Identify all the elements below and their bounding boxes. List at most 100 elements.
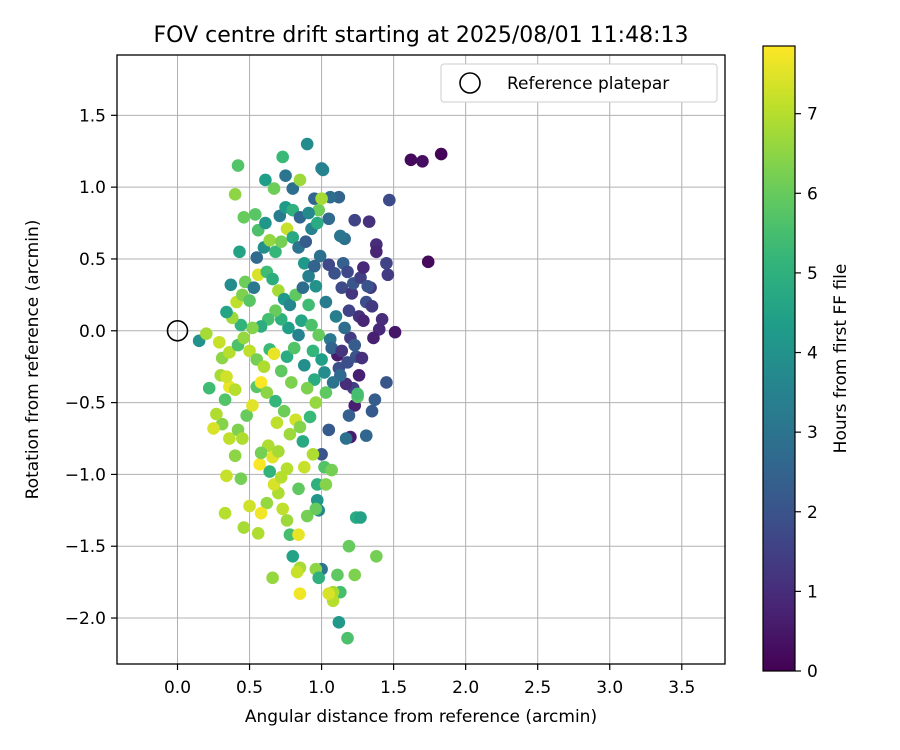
data-point (243, 344, 256, 358)
data-point (207, 422, 220, 435)
data-point (202, 381, 216, 395)
data-point (331, 568, 344, 582)
data-point (234, 318, 248, 332)
data-point (292, 528, 305, 542)
data-point (434, 147, 448, 161)
data-point (370, 245, 383, 259)
data-point (237, 521, 251, 534)
data-point (362, 215, 376, 228)
data-point (220, 370, 233, 384)
y-tick-label: −1.0 (65, 465, 106, 485)
data-point (218, 506, 232, 520)
plot-area (117, 55, 725, 664)
data-point (359, 429, 373, 442)
data-point (259, 173, 272, 187)
data-point (243, 499, 256, 513)
data-point (303, 410, 317, 424)
data-point (283, 427, 297, 441)
data-point (300, 137, 314, 151)
data-point (310, 216, 324, 230)
data-point (329, 310, 343, 323)
data-point (306, 344, 320, 358)
data-point (335, 281, 349, 294)
data-point (259, 216, 272, 230)
data-point (312, 203, 326, 217)
colorbar-tick-label: 7 (807, 105, 818, 125)
data-point (254, 446, 268, 460)
data-point (240, 409, 253, 422)
data-point (361, 279, 374, 293)
colorbar-tick-label: 6 (807, 184, 818, 204)
y-tick-label: −2.0 (65, 609, 106, 629)
data-point (375, 312, 389, 326)
data-point (309, 396, 323, 409)
data-point (236, 432, 249, 445)
data-point (283, 298, 297, 312)
data-point (223, 346, 236, 359)
data-point (293, 420, 307, 434)
x-tick-label: 0.5 (236, 678, 263, 698)
data-point (368, 393, 382, 407)
data-point (231, 159, 245, 172)
data-point (263, 233, 277, 247)
data-point (277, 404, 291, 418)
data-point (267, 347, 281, 361)
data-point (302, 206, 315, 220)
data-point (348, 338, 362, 352)
data-point (380, 256, 393, 270)
data-point (237, 331, 251, 345)
y-tick-label: −0.5 (65, 394, 106, 414)
legend-label: Reference platepar (507, 74, 669, 94)
data-point (251, 526, 265, 540)
data-point (315, 353, 328, 366)
data-point (339, 432, 353, 445)
y-tick-label: 1.0 (79, 178, 106, 198)
data-point (250, 251, 264, 264)
data-point (380, 376, 393, 389)
data-point (295, 314, 308, 328)
data-point (319, 478, 333, 491)
data-point (322, 212, 336, 226)
data-point (290, 565, 304, 579)
data-point (302, 298, 315, 312)
data-point (297, 256, 311, 270)
data-point (313, 249, 327, 263)
data-point (237, 211, 251, 224)
data-point (308, 373, 321, 386)
data-point (342, 304, 356, 317)
legend-box (440, 63, 718, 103)
data-point (355, 351, 369, 365)
data-point (224, 278, 238, 292)
grid (117, 55, 725, 664)
data-point (299, 235, 313, 249)
data-point (332, 190, 346, 204)
data-point (310, 478, 324, 491)
data-point (280, 350, 294, 363)
data-point (254, 376, 268, 389)
data-point (296, 435, 310, 448)
data-point (342, 409, 356, 422)
data-point (270, 416, 284, 429)
data-point (292, 328, 305, 342)
data-point (365, 404, 379, 418)
data-point (200, 327, 213, 340)
data-point (315, 447, 328, 461)
data-point (220, 469, 233, 483)
data-point (326, 376, 340, 389)
data-point (365, 300, 379, 313)
data-point (266, 571, 279, 585)
data-point (325, 463, 338, 477)
data-point (315, 192, 328, 205)
data-point (282, 321, 295, 335)
x-tick-label: 0.0 (164, 678, 191, 698)
data-point (228, 449, 242, 463)
data-point (352, 368, 366, 382)
data-point (300, 509, 314, 523)
data-point (223, 432, 236, 445)
data-point (354, 511, 367, 524)
data-point (348, 213, 362, 227)
data-point (292, 482, 305, 496)
data-point (325, 341, 338, 355)
data-point (388, 325, 402, 339)
data-point (279, 169, 292, 182)
